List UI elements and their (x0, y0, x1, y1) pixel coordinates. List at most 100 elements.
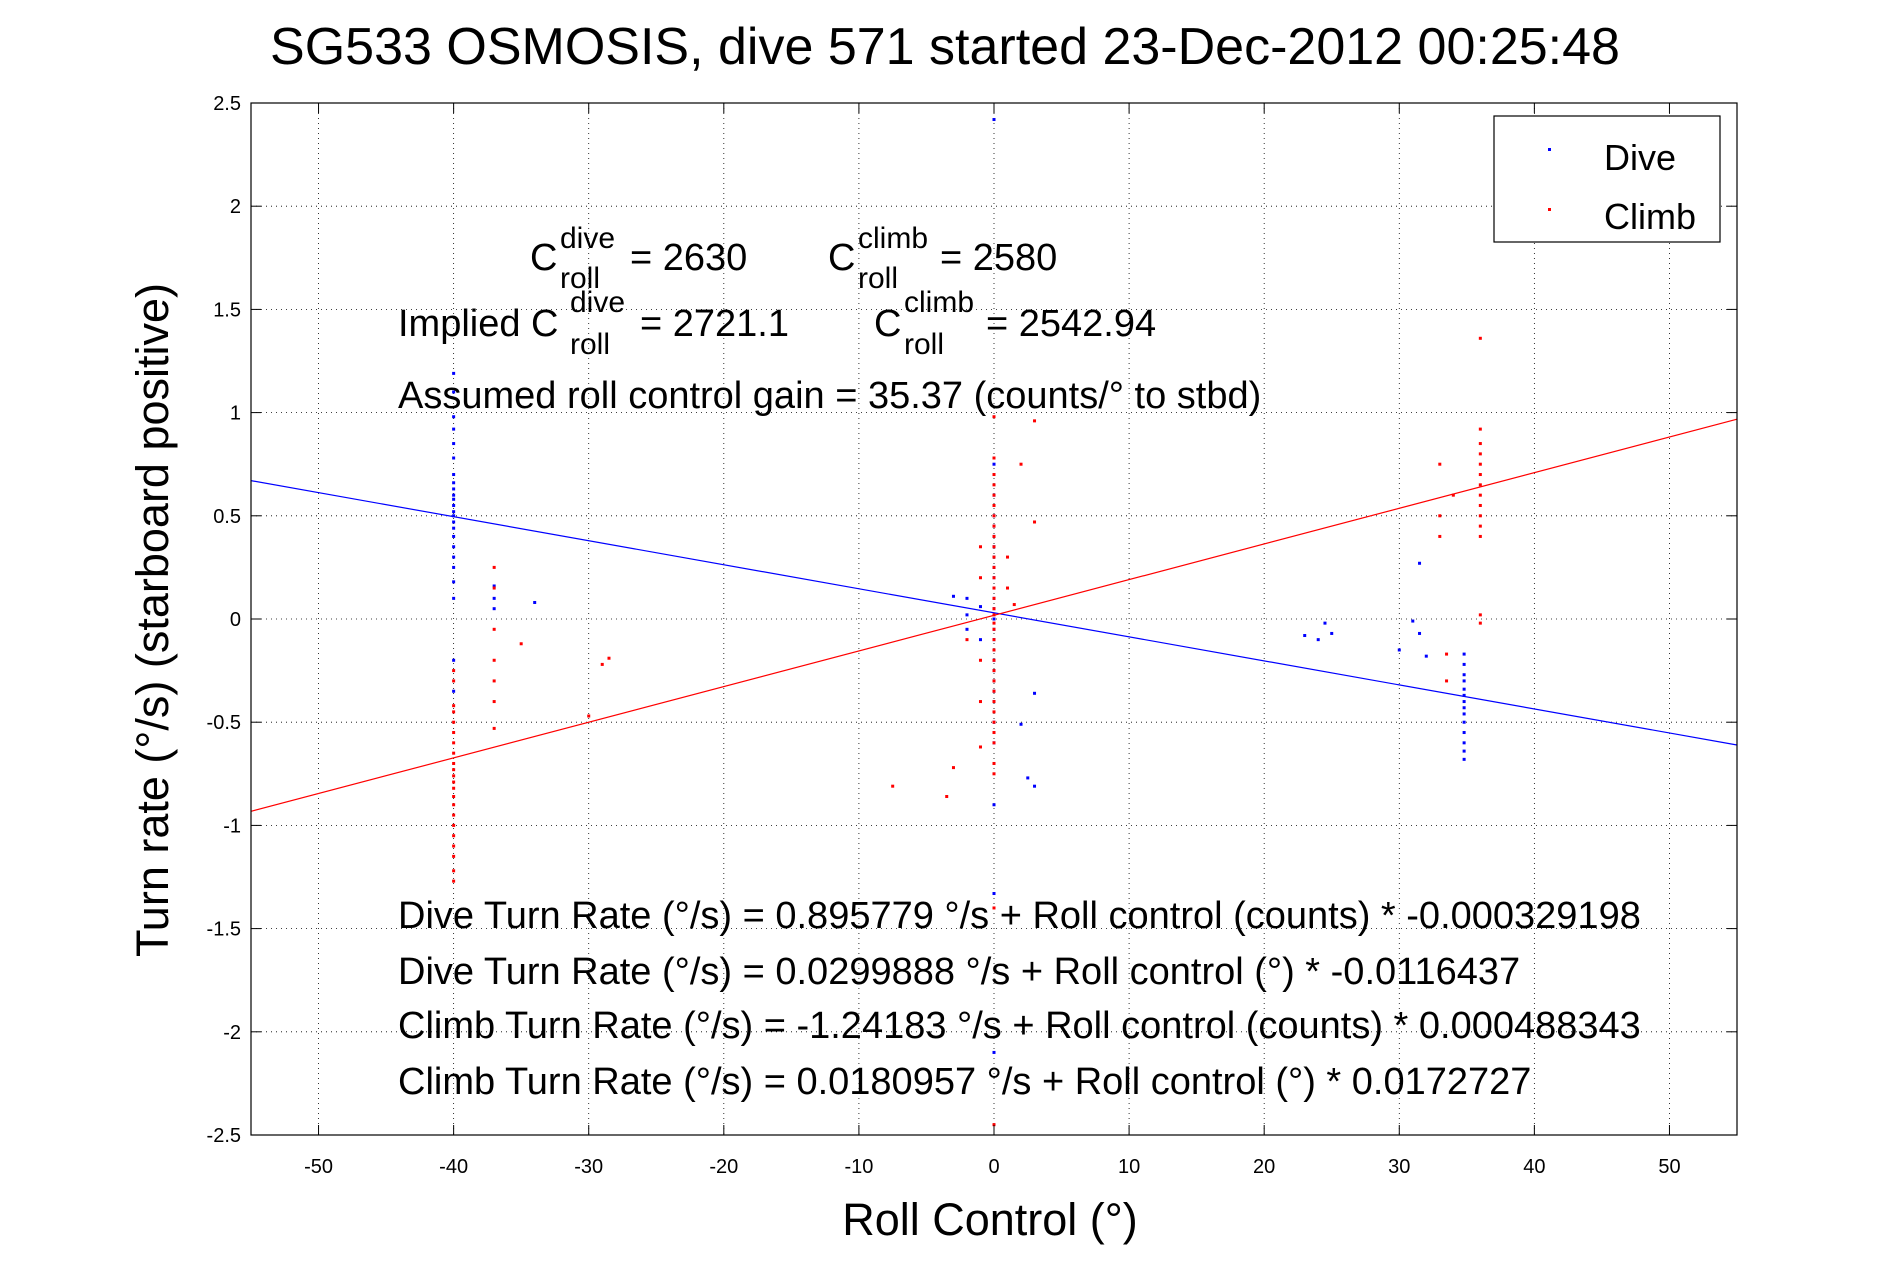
climb-point (607, 656, 611, 660)
climb-point (452, 679, 456, 683)
equations: Dive Turn Rate (°/s) = 0.895779 °/s + Ro… (398, 895, 1641, 1103)
dive-point (492, 584, 496, 588)
climb-point (965, 638, 969, 642)
dive-point (1462, 712, 1466, 716)
climb-point (1478, 427, 1482, 431)
climb-point (452, 823, 456, 827)
climb-point (992, 534, 996, 538)
dive-point (1424, 654, 1428, 658)
y-tick-label: -2 (223, 1022, 241, 1044)
dive-point (1033, 691, 1037, 695)
dive-point (452, 510, 456, 514)
climb-point (1451, 493, 1455, 497)
climb-point (992, 621, 996, 625)
climb-point (992, 710, 996, 714)
climb-point (1445, 679, 1449, 683)
climb-point (452, 795, 456, 799)
chart-title: SG533 OSMOSIS, dive 571 started 23-Dec-2… (270, 18, 1620, 76)
climb-point (978, 658, 982, 662)
y-axis-ticks: -2.5 -2 -1.5 -1 -0.5 0 0.5 1 1.5 2 2.5 (207, 93, 1737, 1147)
climb-point (1012, 603, 1016, 607)
climb-point (1438, 534, 1442, 538)
climb-point (452, 768, 456, 772)
dive-point (1462, 706, 1466, 710)
dive-point (452, 555, 456, 559)
dive-point (1462, 693, 1466, 697)
climb-point (1478, 452, 1482, 456)
gain-annotation: Assumed roll control gain = 35.37 (count… (398, 375, 1261, 417)
c-climb-value: = 2580 (940, 237, 1057, 279)
climb-point (452, 720, 456, 724)
dive-point (978, 605, 982, 609)
dive-point (452, 689, 456, 693)
y-tick-label: -1 (223, 815, 241, 837)
c-climb-label: C (828, 237, 855, 279)
climb-point (492, 679, 496, 683)
dive-point (452, 596, 456, 600)
climb-point (452, 803, 456, 807)
dive-point (1462, 700, 1466, 704)
climb-point (992, 565, 996, 569)
implied-dive-sub: roll (570, 328, 610, 361)
climb-point (992, 906, 996, 910)
dive-point (1026, 776, 1030, 780)
legend-dive-marker (1548, 148, 1551, 151)
dive-point (452, 487, 456, 491)
x-axis-label: Roll Control (°) (842, 1194, 1138, 1245)
dive-point (452, 503, 456, 507)
climb-point (1478, 442, 1482, 446)
dive-point (452, 526, 456, 530)
dive-point (452, 390, 456, 394)
dive-point (452, 565, 456, 569)
dive-point (452, 456, 456, 460)
dive-point (452, 473, 456, 477)
climb-point (492, 627, 496, 631)
climb-point (1033, 419, 1037, 423)
climb-point (992, 415, 996, 419)
equation-climb-counts: Climb Turn Rate (°/s) = -1.24183 °/s + R… (398, 1005, 1641, 1047)
dive-point (992, 118, 996, 122)
y-tick-label: 0.5 (213, 506, 241, 528)
x-tick-label: -40 (439, 1156, 468, 1178)
climb-point (492, 586, 496, 590)
implied-climb-value: = 2542.94 (986, 303, 1156, 345)
dive-point (992, 803, 996, 807)
climb-point (992, 456, 996, 460)
climb-point (452, 834, 456, 838)
dive-fit-line (250, 480, 1738, 746)
y-tick-label: 1 (230, 403, 241, 425)
climb-point (452, 813, 456, 817)
implied-dive-value: = 2721.1 (640, 303, 789, 345)
legend-climb-label: Climb (1604, 196, 1696, 237)
climb-point (452, 751, 456, 755)
climb-point (1478, 503, 1482, 507)
climb-point (992, 524, 996, 528)
climb-point (452, 669, 456, 673)
climb-point (992, 658, 996, 662)
dive-point (1462, 687, 1466, 691)
dive-point (452, 658, 456, 662)
equation-dive-degrees: Dive Turn Rate (°/s) = 0.0299888 °/s + R… (398, 951, 1520, 993)
dive-point (1462, 720, 1466, 724)
climb-point (1478, 483, 1482, 487)
climb-point (992, 689, 996, 693)
equation-dive-counts: Dive Turn Rate (°/s) = 0.895779 °/s + Ro… (398, 895, 1641, 937)
climb-point (519, 642, 523, 646)
dive-point (1462, 652, 1466, 656)
climb-point (992, 576, 996, 580)
c-dive-sup: dive (560, 222, 615, 255)
climb-point (992, 669, 996, 673)
climb-point (992, 761, 996, 765)
dive-point (452, 442, 456, 446)
dive-point (1019, 722, 1023, 726)
legend-box (1493, 115, 1721, 243)
dive-point (1330, 631, 1334, 635)
climb-point (1478, 493, 1482, 497)
climb-point (1033, 520, 1037, 524)
climb-point (978, 545, 982, 549)
climb-point (978, 700, 982, 704)
dive-point (1323, 621, 1327, 625)
dive-point (452, 580, 456, 584)
grid (251, 102, 1737, 1136)
dive-point (452, 371, 456, 375)
